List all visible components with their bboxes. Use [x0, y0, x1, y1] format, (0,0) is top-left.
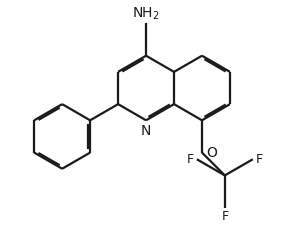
- Text: NH$_2$: NH$_2$: [132, 5, 160, 22]
- Text: N: N: [141, 124, 151, 138]
- Text: F: F: [255, 153, 263, 166]
- Text: F: F: [221, 210, 228, 223]
- Text: F: F: [187, 153, 194, 166]
- Text: O: O: [206, 146, 217, 160]
